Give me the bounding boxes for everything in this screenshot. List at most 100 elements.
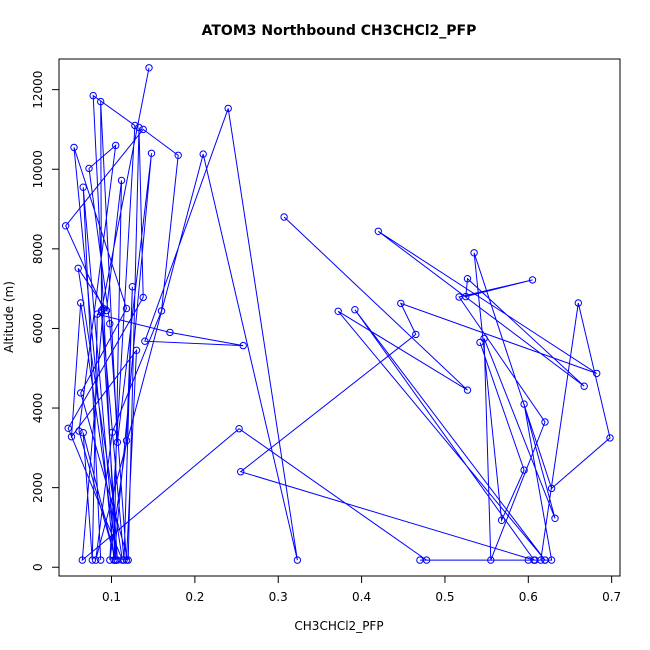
data-point bbox=[139, 293, 147, 302]
data-point bbox=[280, 213, 288, 221]
y-tick-label: 0 bbox=[31, 563, 45, 571]
data-point bbox=[108, 428, 117, 436]
data-point bbox=[93, 310, 102, 318]
data-point bbox=[416, 556, 424, 564]
data-point bbox=[147, 149, 156, 158]
y-tick-label: 6000 bbox=[31, 313, 45, 344]
data-point bbox=[77, 299, 85, 307]
data-point bbox=[75, 427, 83, 435]
data-point bbox=[412, 330, 420, 339]
data-point bbox=[97, 97, 105, 106]
data-point bbox=[92, 556, 100, 564]
data-point bbox=[157, 307, 166, 315]
data-point bbox=[128, 283, 137, 291]
y-tick-label: 2000 bbox=[31, 472, 45, 503]
chart-title: ATOM3 Northbound CH3CHCl2_PFP bbox=[202, 23, 477, 39]
data-point bbox=[106, 556, 114, 564]
data-point bbox=[64, 424, 72, 432]
data-point bbox=[145, 64, 153, 72]
data-point bbox=[520, 400, 528, 408]
series-layer bbox=[61, 64, 614, 564]
data-point bbox=[113, 438, 122, 446]
data-point bbox=[593, 369, 601, 378]
data-point bbox=[67, 433, 76, 441]
x-axis: 0.1 0.2 0.3 0.4 0.5 0.6 0.7 bbox=[102, 576, 621, 604]
data-point bbox=[135, 123, 143, 132]
data-point bbox=[293, 556, 302, 564]
series-line bbox=[239, 216, 611, 561]
y-tick-label: 8000 bbox=[31, 234, 45, 265]
data-point bbox=[112, 556, 120, 564]
data-point bbox=[397, 299, 405, 308]
data-point bbox=[497, 516, 506, 524]
data-point bbox=[139, 125, 147, 134]
data-point bbox=[141, 337, 149, 345]
data-point bbox=[606, 434, 614, 442]
data-point bbox=[235, 425, 243, 433]
data-point bbox=[99, 304, 107, 313]
x-tick-label: 0.4 bbox=[352, 590, 371, 604]
data-point bbox=[77, 389, 85, 397]
data-point bbox=[124, 556, 132, 564]
y-tick-label: 4000 bbox=[31, 393, 45, 424]
data-point bbox=[61, 222, 70, 230]
data-point bbox=[463, 275, 472, 283]
data-point bbox=[106, 320, 114, 328]
data-point bbox=[487, 556, 495, 564]
data-point bbox=[122, 437, 131, 445]
y-axis-label: Altitude (m) bbox=[2, 281, 16, 353]
data-point bbox=[117, 176, 126, 185]
data-point bbox=[480, 334, 488, 343]
data-point bbox=[131, 121, 139, 130]
data-point bbox=[541, 556, 549, 564]
data-point bbox=[78, 556, 87, 564]
data-point bbox=[374, 227, 382, 236]
data-point bbox=[79, 429, 87, 437]
plot-frame bbox=[58, 58, 621, 577]
data-point bbox=[580, 382, 588, 390]
data-point bbox=[174, 151, 182, 160]
data-point bbox=[85, 164, 93, 173]
data-point bbox=[88, 556, 97, 564]
x-tick-label: 0.3 bbox=[269, 590, 288, 604]
x-tick-label: 0.7 bbox=[602, 590, 621, 604]
data-point bbox=[97, 306, 106, 315]
data-point bbox=[166, 328, 174, 337]
data-point bbox=[547, 484, 556, 493]
data-point bbox=[574, 299, 582, 307]
data-point bbox=[531, 556, 539, 564]
data-point bbox=[79, 183, 87, 191]
x-axis-label: CH3CHCl2_PFP bbox=[294, 619, 383, 633]
data-point bbox=[528, 276, 537, 284]
series-line bbox=[65, 108, 427, 562]
data-point bbox=[132, 346, 141, 354]
data-point bbox=[470, 249, 478, 257]
series-line bbox=[67, 67, 152, 561]
data-point bbox=[537, 556, 545, 564]
data-point bbox=[463, 386, 472, 394]
data-point bbox=[224, 104, 232, 113]
data-point bbox=[89, 91, 97, 100]
x-tick-label: 0.1 bbox=[102, 590, 121, 604]
data-point bbox=[541, 418, 549, 426]
data-point bbox=[199, 150, 207, 158]
data-point bbox=[97, 556, 105, 564]
data-point bbox=[97, 308, 106, 317]
x-tick-label: 0.2 bbox=[185, 590, 204, 604]
y-tick-label: 12000 bbox=[31, 71, 45, 109]
data-point bbox=[237, 468, 245, 476]
y-axis: 0 2000 4000 6000 8000 10000 12000 bbox=[31, 71, 59, 571]
data-point bbox=[334, 307, 342, 315]
data-point bbox=[351, 306, 359, 314]
y-tick-label: 10000 bbox=[31, 150, 45, 188]
data-point bbox=[70, 143, 78, 152]
x-tick-label: 0.5 bbox=[435, 590, 454, 604]
data-point bbox=[551, 514, 559, 522]
data-point bbox=[476, 338, 484, 347]
data-point bbox=[112, 141, 120, 150]
data-point bbox=[455, 293, 463, 301]
data-point bbox=[239, 341, 247, 350]
data-point bbox=[122, 304, 131, 313]
x-tick-label: 0.6 bbox=[519, 590, 538, 604]
